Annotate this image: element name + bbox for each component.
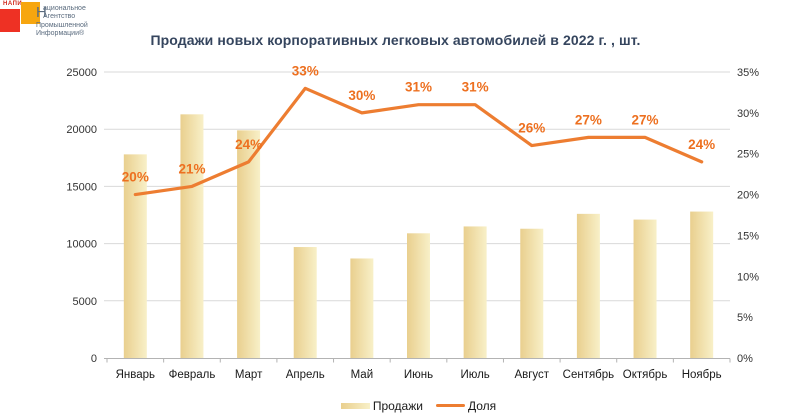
y-axis-label: 20000 xyxy=(66,124,97,136)
logo-name-line: Агентство xyxy=(43,13,76,21)
y-axis-label: 15000 xyxy=(66,181,97,193)
bar-Апрель xyxy=(293,247,317,358)
right-axis-label: 20% xyxy=(737,190,759,202)
logo-name-line: Информации® xyxy=(36,29,85,37)
share-value-label: 21% xyxy=(178,161,205,176)
share-value-label: 31% xyxy=(462,80,489,95)
right-axis-label: 5% xyxy=(737,312,753,324)
y-axis-label: 0 xyxy=(91,353,97,365)
share-value-label: 24% xyxy=(688,137,715,152)
x-axis-label: Ноябрь xyxy=(682,369,722,381)
napi-logo: НАПИ Н ациональное Агентство Промышленно… xyxy=(0,0,130,46)
right-axis-label: 30% xyxy=(737,108,759,120)
share-line-swatch xyxy=(435,403,465,408)
share-value-label: 20% xyxy=(122,170,149,185)
x-axis-label: Октябрь xyxy=(623,369,668,381)
bar-Январь xyxy=(123,154,147,358)
chart-title: Продажи новых корпоративных легковых авт… xyxy=(150,32,641,48)
share-value-label: 27% xyxy=(632,112,659,127)
x-axis-label: Март xyxy=(235,369,263,381)
share-value-label: 33% xyxy=(292,63,319,78)
x-axis-label: Июль xyxy=(460,369,489,381)
bar-Ноябрь xyxy=(690,211,714,358)
share-value-label: 31% xyxy=(405,80,432,95)
logo-napi-text: НАПИ xyxy=(3,1,23,7)
bar-Май xyxy=(350,258,374,358)
right-axis-label: 0% xyxy=(737,353,753,365)
share-value-label: 27% xyxy=(575,112,602,127)
bar-Февраль xyxy=(180,114,204,358)
y-axis-label: 10000 xyxy=(66,239,97,251)
y-axis-label: 5000 xyxy=(73,296,97,308)
logo-orange-square xyxy=(21,2,40,24)
bar-Сентябрь xyxy=(576,213,600,358)
share-line xyxy=(133,86,704,197)
x-axis-label: Сентябрь xyxy=(563,369,615,381)
legend-item-sales: Продажи xyxy=(340,398,423,413)
share-value-label: 30% xyxy=(348,88,375,103)
x-axis-label: Май xyxy=(351,369,374,381)
bar-Июнь xyxy=(407,233,430,358)
share-value-label: 24% xyxy=(235,137,262,152)
x-axis-label: Июнь xyxy=(404,369,433,381)
legend-item-share: Доля xyxy=(435,398,497,413)
legend-label-sales: Продажи xyxy=(372,398,423,413)
bar-Март xyxy=(237,130,261,358)
logo-drop-cap: Н xyxy=(36,4,47,21)
share-value-label: 26% xyxy=(518,121,545,136)
logo-red-square xyxy=(0,9,20,32)
x-axis-label: Январь xyxy=(116,369,155,381)
logo-agency-name: Н ациональное Агентство Промышленной Инф… xyxy=(36,5,126,38)
sales-bar-swatch xyxy=(340,402,370,409)
right-axis-label: 25% xyxy=(737,149,759,161)
chart-legend: Продажи Доля xyxy=(107,398,730,413)
bar-Июль xyxy=(463,226,487,358)
right-axis-label: 35% xyxy=(737,67,759,79)
right-axis-label: 15% xyxy=(737,230,759,242)
x-axis-label: Апрель xyxy=(286,369,325,381)
x-axis-label: Август xyxy=(514,369,549,381)
x-axis-label: Февраль xyxy=(169,369,216,381)
bar-Октябрь xyxy=(633,219,657,358)
y-axis-label: 25000 xyxy=(66,67,97,79)
logo-name-line: Промышленной xyxy=(36,21,88,29)
bar-Август xyxy=(520,228,544,358)
right-axis-label: 10% xyxy=(737,271,759,283)
legend-label-share: Доля xyxy=(467,398,497,413)
logo-name-line: ациональное xyxy=(43,5,86,12)
